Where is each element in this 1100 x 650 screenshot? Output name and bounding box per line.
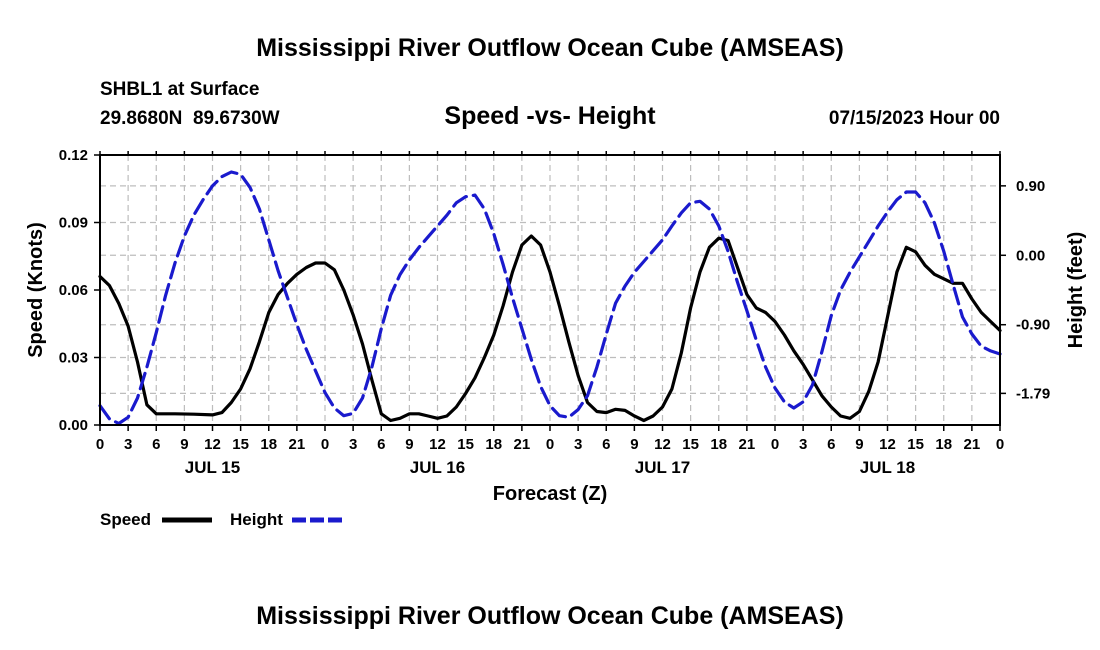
plot-frame bbox=[99, 154, 1001, 426]
y-left-tick-label: 0.09 bbox=[59, 215, 88, 232]
x-tick-label: 9 bbox=[855, 436, 863, 453]
x-tick-label: 9 bbox=[630, 436, 638, 453]
x-tick-label: 0 bbox=[96, 436, 104, 453]
y-left-tick-label: 0.12 bbox=[59, 147, 88, 164]
x-tick-label: 6 bbox=[377, 436, 385, 453]
y-left-axis-label: Speed (Knots) bbox=[25, 222, 47, 358]
day-label: JUL 16 bbox=[410, 458, 465, 477]
height-series-line bbox=[98, 170, 1002, 426]
day-labels: JUL 15 JUL 16 JUL 17 JUL 18 bbox=[185, 458, 915, 477]
x-tick-label: 3 bbox=[124, 436, 132, 453]
coordinates-label: 29.8680N 89.6730W bbox=[100, 108, 280, 129]
day-label: JUL 18 bbox=[860, 458, 915, 477]
y-right-axis: 0.90 0.00 -0.90 -1.79 bbox=[1000, 178, 1050, 402]
x-tick-label: 15 bbox=[232, 436, 249, 453]
chart-subtitle: Speed -vs- Height bbox=[444, 102, 656, 130]
y-right-tick-label: 0.00 bbox=[1016, 247, 1045, 264]
x-tick-label: 12 bbox=[654, 436, 671, 453]
x-tick-label: 6 bbox=[152, 436, 160, 453]
x-tick-label: 18 bbox=[935, 436, 952, 453]
x-tick-label: 21 bbox=[289, 436, 306, 453]
legend-speed-label: Speed bbox=[100, 510, 151, 529]
footer-title: Mississippi River Outflow Ocean Cube (AM… bbox=[256, 602, 844, 630]
x-tick-label: 0 bbox=[321, 436, 329, 453]
day-label: JUL 17 bbox=[635, 458, 690, 477]
x-tick-label: 15 bbox=[457, 436, 474, 453]
x-tick-label: 9 bbox=[405, 436, 413, 453]
y-right-tick-label: -1.79 bbox=[1016, 385, 1050, 402]
x-tick-label: 21 bbox=[514, 436, 531, 453]
x-tick-label: 0 bbox=[996, 436, 1004, 453]
x-tick-label: 9 bbox=[180, 436, 188, 453]
station-label: SHBL1 at Surface bbox=[100, 79, 259, 100]
x-tick-label: 3 bbox=[799, 436, 807, 453]
y-left-axis: 0.00 0.03 0.06 0.09 0.12 bbox=[59, 147, 100, 434]
x-tick-label: 18 bbox=[485, 436, 502, 453]
x-tick-label: 12 bbox=[879, 436, 896, 453]
x-tick-label: 21 bbox=[964, 436, 981, 453]
x-tick-label: 6 bbox=[827, 436, 835, 453]
y-left-tick-label: 0.03 bbox=[59, 350, 88, 367]
series-layer bbox=[98, 170, 1002, 426]
speed-series-line bbox=[98, 234, 1002, 423]
x-tick-label: 15 bbox=[907, 436, 924, 453]
y-right-tick-label: -0.90 bbox=[1016, 317, 1050, 334]
x-tick-label: 18 bbox=[260, 436, 277, 453]
day-label: JUL 15 bbox=[185, 458, 240, 477]
x-tick-label: 0 bbox=[546, 436, 554, 453]
x-tick-label: 15 bbox=[682, 436, 699, 453]
grid-lines bbox=[100, 155, 1000, 425]
x-tick-label: 3 bbox=[349, 436, 357, 453]
x-axis-label: Forecast (Z) bbox=[493, 483, 607, 505]
legend: Speed Height bbox=[100, 510, 342, 529]
y-right-tick-label: 0.90 bbox=[1016, 178, 1045, 195]
x-tick-label: 0 bbox=[771, 436, 779, 453]
legend-height-label: Height bbox=[230, 510, 283, 529]
chart-title: Mississippi River Outflow Ocean Cube (AM… bbox=[256, 34, 844, 62]
x-tick-label: 6 bbox=[602, 436, 610, 453]
x-tick-label: 12 bbox=[204, 436, 221, 453]
x-tick-label: 12 bbox=[429, 436, 446, 453]
x-tick-label: 3 bbox=[574, 436, 582, 453]
x-tick-label: 21 bbox=[739, 436, 756, 453]
x-tick-label: 18 bbox=[710, 436, 727, 453]
y-right-axis-label: Height (feet) bbox=[1065, 232, 1087, 349]
x-axis: 0 3 6 9 12 15 18 21 0 3 6 9 12 15 18 21 0 3 6 9 12 15 18 21 0 3 6 9… bbox=[96, 151, 1004, 453]
y-left-tick-label: 0.06 bbox=[59, 282, 88, 299]
forecast-date: 07/15/2023 Hour 00 bbox=[829, 108, 1000, 129]
y-left-tick-label: 0.00 bbox=[59, 417, 88, 434]
